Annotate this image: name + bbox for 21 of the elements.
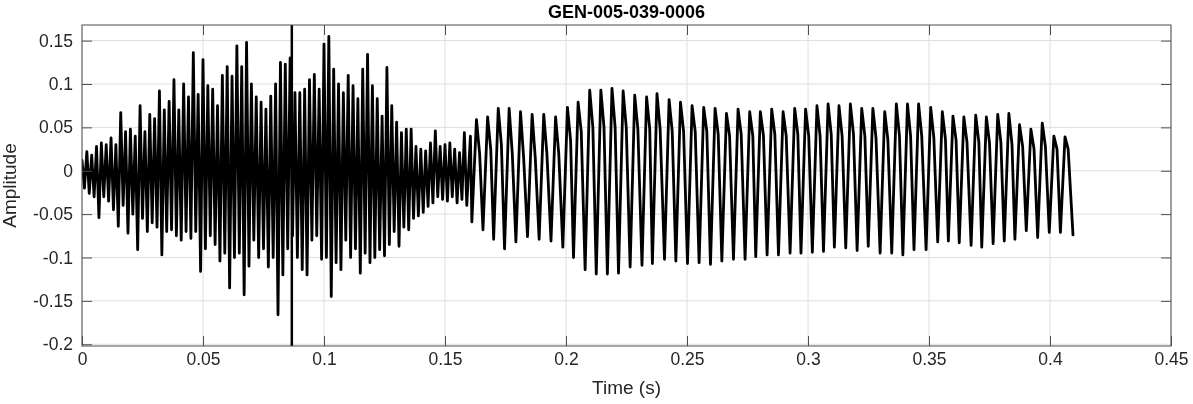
- y-tick-label: -0.1: [42, 247, 73, 268]
- x-tick-label: 0.1: [312, 349, 337, 370]
- y-tick-label: -0.2: [42, 334, 73, 355]
- x-tick-label: 0.25: [670, 349, 705, 370]
- x-tick-label: 0.3: [796, 349, 821, 370]
- chart-title: GEN-005-039-0006: [547, 2, 706, 22]
- x-tick-label: 0.45: [1154, 349, 1189, 370]
- x-axis-title: Time (s): [592, 377, 661, 398]
- x-tick-label: 0.4: [1038, 349, 1063, 370]
- y-tick-label: -0.15: [33, 290, 73, 311]
- y-tick-label: 0: [63, 160, 74, 181]
- x-tick-label: 0.05: [186, 349, 221, 370]
- y-tick-label: 0.05: [38, 117, 73, 138]
- y-tick-label: -0.05: [33, 204, 73, 225]
- x-tick-label: 0.15: [428, 349, 463, 370]
- x-tick-label: 0: [77, 349, 88, 370]
- y-tick-label: 0.1: [48, 74, 73, 95]
- y-axis-title: Amplitude: [0, 143, 20, 228]
- x-tick-label: 0.2: [554, 349, 579, 370]
- y-tick-label: 0.15: [38, 30, 73, 51]
- x-tick-label: 0.35: [912, 349, 947, 370]
